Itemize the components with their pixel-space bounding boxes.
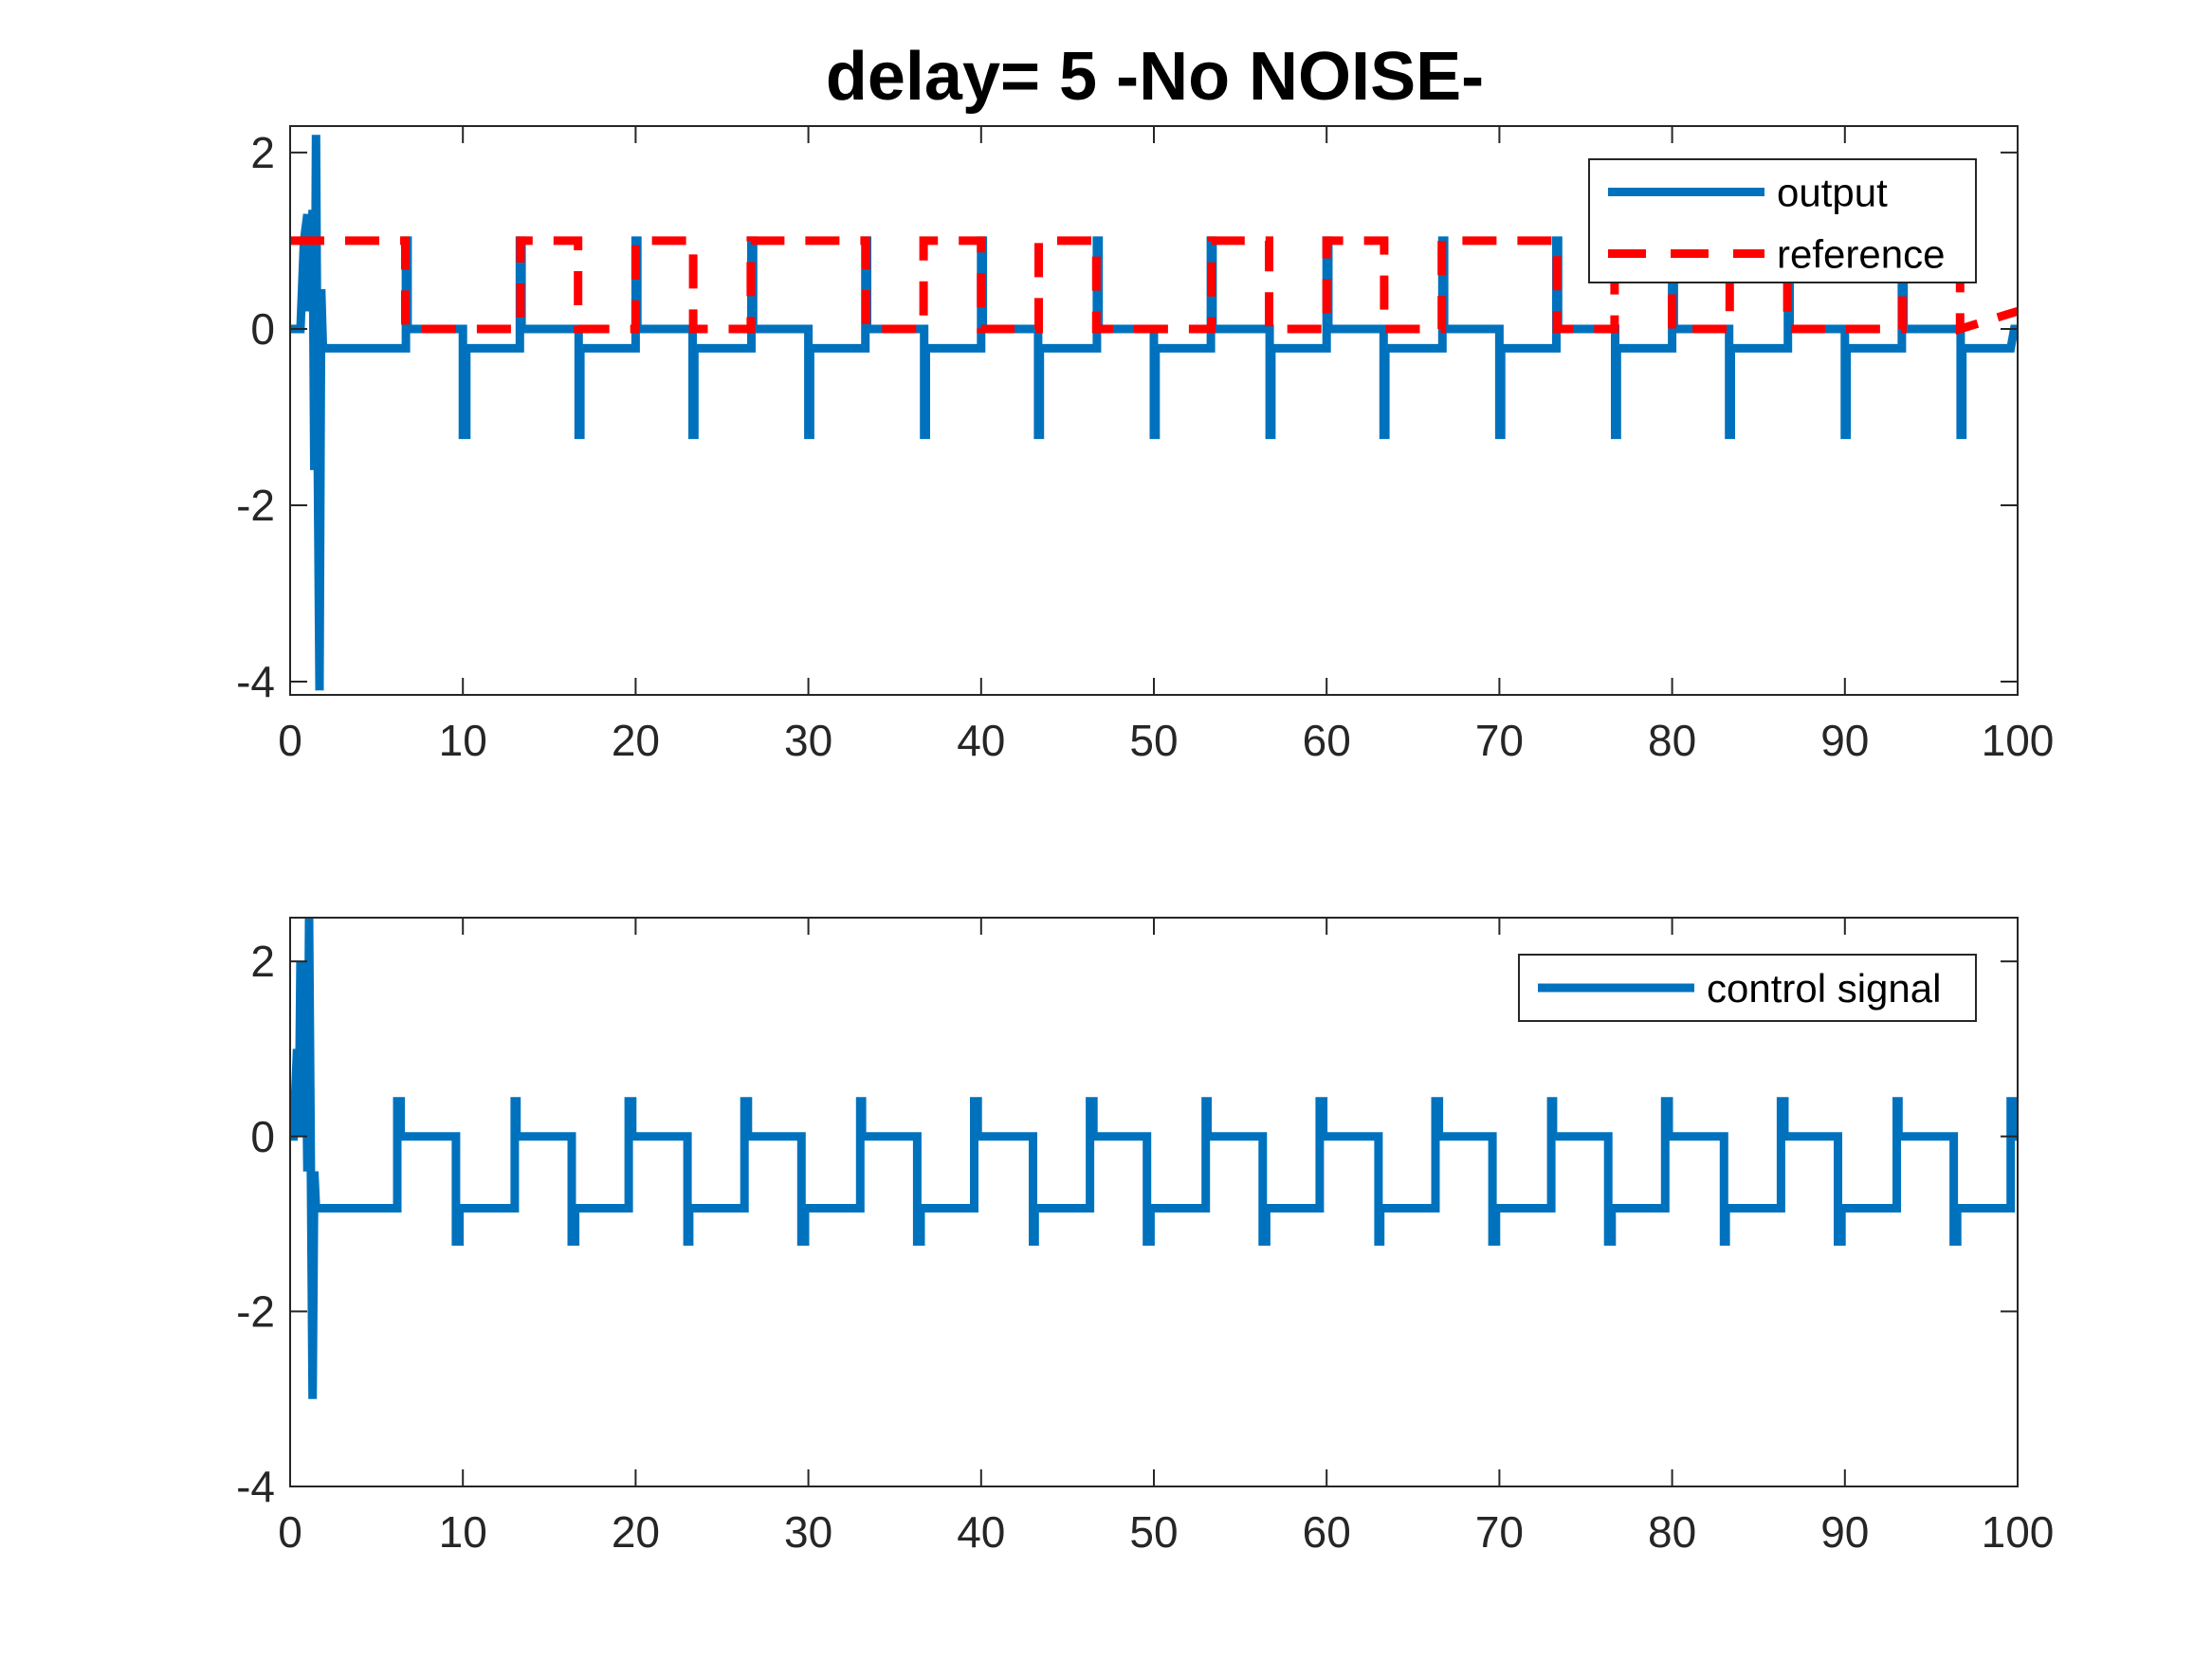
x-tick-label: 50 — [1129, 716, 1178, 765]
x-tick-label: 70 — [1475, 1507, 1524, 1557]
x-tick-label: 10 — [439, 1507, 487, 1557]
x-tick-label: 70 — [1475, 716, 1524, 765]
x-tick-label: 40 — [957, 1507, 1005, 1557]
y-tick-label: -2 — [236, 481, 275, 530]
y-tick-label: 2 — [250, 128, 275, 177]
x-tick-label: 90 — [1820, 1507, 1869, 1557]
y-tick-label: -4 — [236, 657, 275, 706]
legend-box — [1588, 158, 1977, 283]
x-tick-label: 80 — [1648, 716, 1696, 765]
x-tick-label: 30 — [784, 716, 832, 765]
series-line-control-signal — [290, 918, 2018, 1399]
x-tick-label: 0 — [278, 716, 302, 765]
legend-label-control-signal: control signal — [1707, 966, 1941, 1011]
x-tick-label: 60 — [1303, 716, 1351, 765]
control-signal-subplot: 0 10 20 30 40 50 60 70 80 90 100 -4 -2 0 2 control sign… — [236, 917, 2055, 1557]
x-tick-label: 100 — [1982, 1507, 2055, 1557]
legend-label-reference: reference — [1777, 232, 1945, 277]
legend: control signal — [1518, 954, 1977, 1022]
output-subplot: 0 10 20 30 40 50 60 70 80 90 100 -4 -2 0 2 output refere… — [236, 125, 2055, 765]
y-tick-label: 0 — [250, 1112, 275, 1161]
x-tick-label: 60 — [1303, 1507, 1351, 1557]
x-tick-label: 50 — [1129, 1507, 1178, 1557]
y-tick-label: 2 — [250, 937, 275, 986]
legend-label-output: output — [1777, 171, 1888, 215]
legend: output reference — [1588, 158, 1977, 283]
x-tick-label: 100 — [1982, 716, 2055, 765]
x-tick-label: 40 — [957, 716, 1005, 765]
series-line-output — [290, 135, 2018, 691]
x-tick-label: 90 — [1820, 716, 1869, 765]
x-tick-label: 10 — [439, 716, 487, 765]
x-tick-label: 80 — [1648, 1507, 1696, 1557]
x-tick-label: 30 — [784, 1507, 832, 1557]
x-tick-label: 20 — [612, 1507, 660, 1557]
x-tick-label: 0 — [278, 1507, 302, 1557]
y-tick-label: -4 — [236, 1462, 275, 1511]
x-tick-label: 20 — [612, 716, 660, 765]
chart-title: delay= 5 -No NOISE- — [826, 39, 1484, 115]
y-tick-label: 0 — [250, 304, 275, 354]
series-line-reference — [290, 236, 2018, 336]
y-tick-label: -2 — [236, 1286, 275, 1336]
